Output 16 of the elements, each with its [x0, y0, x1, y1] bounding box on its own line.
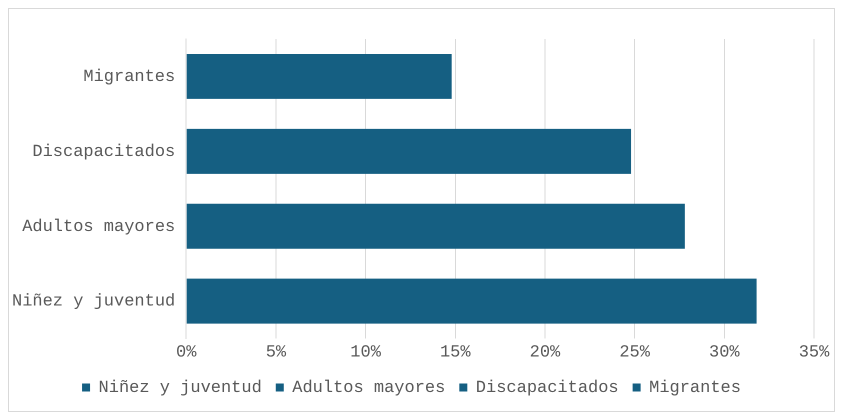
x-tick-label: 25% — [619, 343, 651, 362]
y-tick-label: Discapacitados — [32, 142, 176, 162]
legend-label: Discapacitados — [476, 379, 619, 398]
legend-label: Adultos mayores — [292, 379, 446, 398]
x-tick-label: 15% — [440, 343, 472, 362]
x-tick-label: 5% — [266, 343, 287, 362]
x-tick-label: 10% — [350, 343, 382, 362]
y-tick-label: Niñez y juventud — [12, 292, 176, 312]
x-tick-label: 35% — [798, 343, 830, 362]
x-tick-label: 30% — [709, 343, 740, 362]
x-tick-label: 0% — [176, 343, 198, 362]
x-tick-label: 20% — [530, 343, 562, 362]
legend-label: Niñez y juventud — [98, 379, 262, 398]
y-tick-label: Migrantes — [83, 68, 176, 87]
y-tick-label: Adultos mayores — [22, 218, 176, 237]
legend-label: Migrantes — [649, 379, 741, 398]
